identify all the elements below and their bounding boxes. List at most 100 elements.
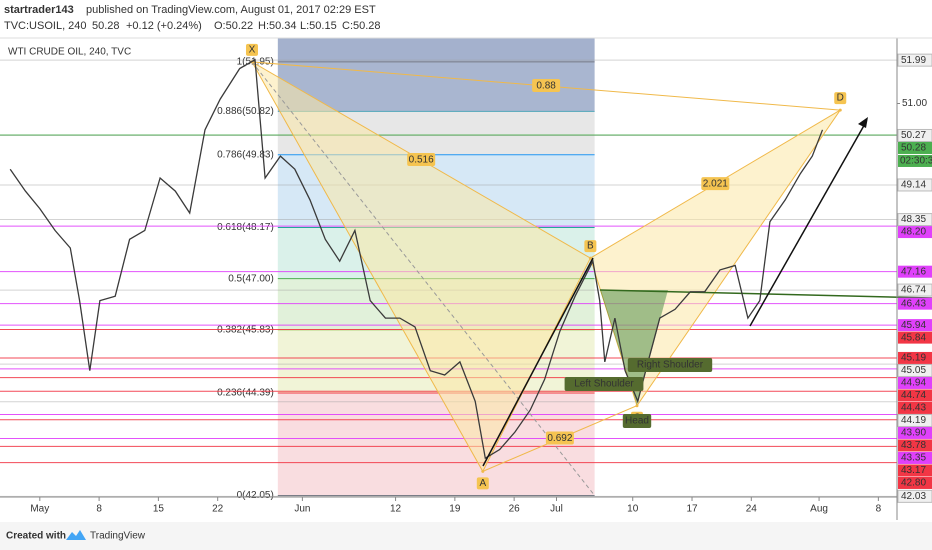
price-label: 45.84 bbox=[901, 332, 926, 343]
price-label-box bbox=[898, 439, 932, 452]
price-label-box bbox=[898, 351, 932, 364]
ratio-label: 0.516 bbox=[409, 155, 434, 166]
point-box bbox=[476, 477, 489, 490]
price-label: 48.20 bbox=[901, 227, 926, 238]
price-label: 44.94 bbox=[901, 378, 926, 389]
trend-arrow bbox=[749, 121, 867, 327]
price-label: 43.78 bbox=[901, 440, 926, 451]
x-tick-label: 19 bbox=[449, 504, 461, 515]
price-label: 46.43 bbox=[901, 298, 926, 309]
price-label-box bbox=[898, 297, 932, 310]
point-label: D bbox=[837, 93, 844, 104]
price-label: 46.74 bbox=[901, 285, 926, 296]
annotation-box bbox=[622, 414, 652, 428]
fib-band bbox=[277, 38, 595, 62]
price-label-box bbox=[897, 213, 932, 227]
pattern-point bbox=[481, 469, 485, 473]
pattern-point bbox=[588, 256, 592, 260]
hs-fill bbox=[600, 290, 668, 405]
price-label: 44.19 bbox=[901, 415, 926, 426]
x-tick-label: May bbox=[30, 504, 49, 515]
price-label: 47.16 bbox=[901, 266, 926, 277]
ratio-label: 0.88 bbox=[536, 81, 556, 92]
x-tick-label: 8 bbox=[876, 504, 882, 515]
footer-brand[interactable]: TradingView bbox=[90, 531, 146, 542]
arrow-head bbox=[858, 117, 868, 128]
price-label-box bbox=[897, 363, 932, 377]
dashed-line bbox=[251, 61, 596, 496]
price-label-box bbox=[898, 265, 932, 278]
ratio-box bbox=[532, 78, 561, 92]
price-label-box bbox=[898, 331, 932, 344]
price-label-box bbox=[897, 283, 932, 297]
price-label-box bbox=[898, 389, 932, 402]
plot: 1(51.95)0.886(50.82)0.786(49.83)0.618(48… bbox=[0, 38, 932, 501]
fib-label: 0.236(44.39) bbox=[217, 388, 274, 399]
price: 50.28 bbox=[92, 20, 120, 32]
x-tick-label: Jun bbox=[294, 504, 310, 515]
price-label: 51.99 bbox=[901, 55, 926, 66]
price-label-box bbox=[897, 53, 932, 67]
price-label-box bbox=[898, 226, 932, 239]
y-tick-label: 51.00 bbox=[902, 98, 927, 109]
fib-label: 0.382(45.83) bbox=[217, 325, 274, 336]
point-box bbox=[245, 43, 258, 56]
price-label-box bbox=[898, 476, 932, 489]
price-label: 50.27 bbox=[901, 130, 926, 141]
low: L:50.15 bbox=[300, 20, 337, 32]
countdown: 02:30:3 bbox=[900, 156, 932, 167]
price-label: 43.35 bbox=[901, 453, 926, 464]
annotation: Left Shoulder bbox=[574, 379, 634, 390]
fib-band bbox=[277, 392, 595, 496]
open: O:50.22 bbox=[214, 20, 253, 32]
brand-logo bbox=[66, 530, 86, 540]
price-label: 45.19 bbox=[901, 353, 926, 364]
symbol: TVC:USOIL, 240 bbox=[4, 20, 87, 32]
price-label-box bbox=[897, 178, 932, 192]
ratio-box bbox=[407, 153, 436, 166]
price-label: 50.28 bbox=[901, 143, 926, 154]
price-label-box bbox=[897, 128, 932, 142]
neckline bbox=[599, 289, 932, 299]
price-line bbox=[9, 58, 824, 460]
point-box bbox=[584, 240, 597, 253]
published: published on TradingView.com, August 01,… bbox=[86, 4, 376, 16]
x-tick-label: 17 bbox=[686, 504, 698, 515]
x-tick-label: 15 bbox=[153, 504, 165, 515]
x-tick-label: 22 bbox=[212, 504, 224, 515]
price-label-box bbox=[898, 376, 932, 389]
price-label-box bbox=[898, 401, 932, 414]
x-tick-label: Aug bbox=[810, 504, 828, 515]
point-label: X bbox=[249, 45, 256, 56]
fib-label: 0.886(50.82) bbox=[217, 106, 274, 117]
close: C:50.28 bbox=[342, 20, 381, 32]
trend-line bbox=[482, 257, 594, 467]
x-tick-label: Jul bbox=[550, 504, 563, 515]
footer bbox=[0, 522, 932, 550]
pattern-point bbox=[635, 404, 639, 408]
annotation: Right Shoulder bbox=[637, 360, 704, 371]
point-label: B bbox=[587, 241, 594, 252]
price-label-box bbox=[898, 319, 932, 332]
price-label: 44.43 bbox=[901, 403, 926, 414]
price-label: 45.94 bbox=[901, 320, 926, 331]
fib-label: 0(42.05) bbox=[237, 490, 274, 501]
annotation-box bbox=[564, 377, 644, 391]
price-label-box bbox=[898, 464, 932, 477]
high: H:50.34 bbox=[258, 20, 297, 32]
price-label-box bbox=[897, 413, 932, 427]
author[interactable]: startrader143 bbox=[4, 4, 74, 16]
point-box bbox=[834, 92, 847, 105]
x-tick-label: 12 bbox=[390, 504, 402, 515]
price-label: 44.74 bbox=[901, 390, 926, 401]
ratio-label: 2.021 bbox=[703, 179, 728, 190]
price-label: 45.05 bbox=[901, 365, 926, 376]
fib-label: 0.618(48.17) bbox=[217, 222, 274, 233]
annotation: Head bbox=[625, 416, 649, 427]
price-label: 42.80 bbox=[901, 478, 926, 489]
price-label-box bbox=[898, 141, 932, 154]
price-label-box bbox=[897, 489, 932, 503]
ratio-label: 0.692 bbox=[547, 433, 572, 444]
price-label: 42.03 bbox=[901, 491, 926, 502]
